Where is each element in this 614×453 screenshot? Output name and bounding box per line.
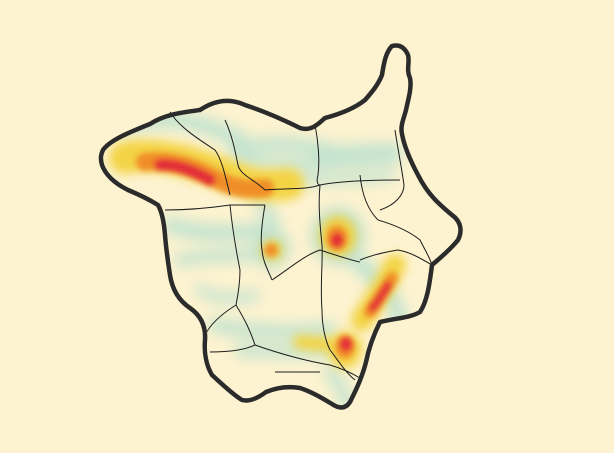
internal-borders xyxy=(164,111,433,381)
internal-border xyxy=(329,349,356,381)
internal-border xyxy=(229,204,241,306)
internal-border xyxy=(224,119,266,191)
internal-border xyxy=(254,344,361,379)
internal-border xyxy=(209,344,256,353)
internal-border xyxy=(264,179,401,191)
internal-border xyxy=(235,304,256,346)
internal-border xyxy=(314,124,321,186)
internal-border xyxy=(169,111,231,196)
internal-border xyxy=(271,249,321,281)
internal-border xyxy=(359,174,379,221)
internal-border xyxy=(319,249,361,263)
internal-border xyxy=(321,309,331,351)
density-layer-peak xyxy=(155,159,391,351)
internal-border xyxy=(260,204,273,281)
internal-border xyxy=(318,184,323,311)
internal-border xyxy=(377,219,433,266)
internal-border xyxy=(379,129,405,211)
internal-border xyxy=(359,249,433,266)
region-outline xyxy=(98,43,463,410)
